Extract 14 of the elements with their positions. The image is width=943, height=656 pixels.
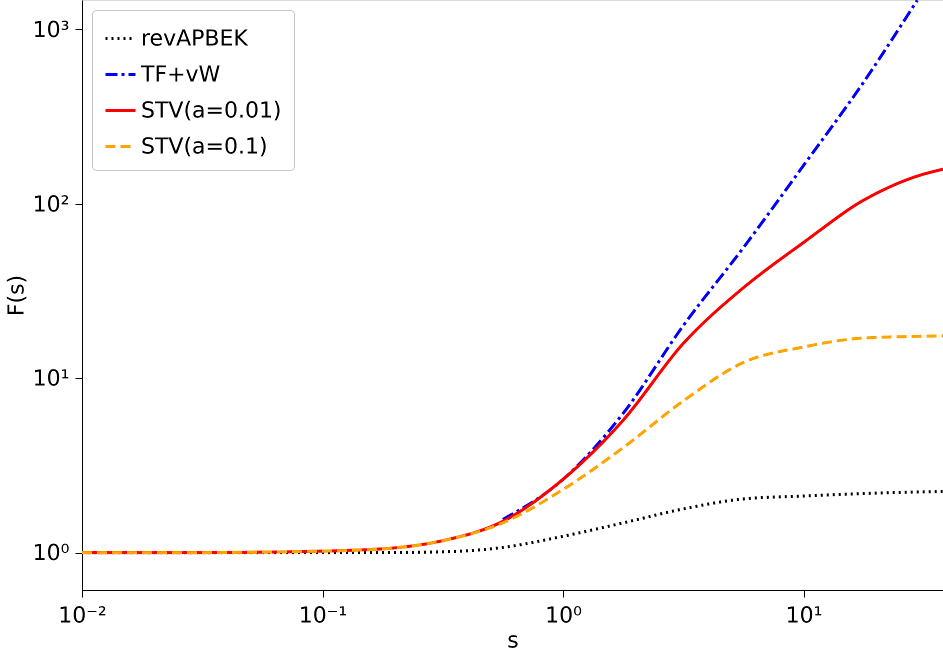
y-axis-title: F(s) — [4, 274, 30, 316]
y-tick-label: 10¹ — [32, 366, 70, 392]
legend-label: STV(a=0.01) — [141, 98, 282, 124]
x-tick-label: 10⁻¹ — [298, 604, 348, 628]
x-tick-label: 10⁻² — [58, 604, 107, 628]
legend-label: TF+vW — [140, 62, 221, 88]
y-tick-label: 10³ — [32, 18, 70, 43]
x-axis-title: s — [507, 628, 519, 654]
y-tick-label: 10² — [32, 192, 70, 218]
legend-label: revAPBEK — [141, 26, 248, 52]
y-tick-label: 10⁰ — [32, 541, 70, 566]
x-tick-label: 10¹ — [786, 604, 822, 628]
x-tick-label: 10⁰ — [545, 604, 582, 628]
legend-label: STV(a=0.1) — [141, 134, 268, 160]
